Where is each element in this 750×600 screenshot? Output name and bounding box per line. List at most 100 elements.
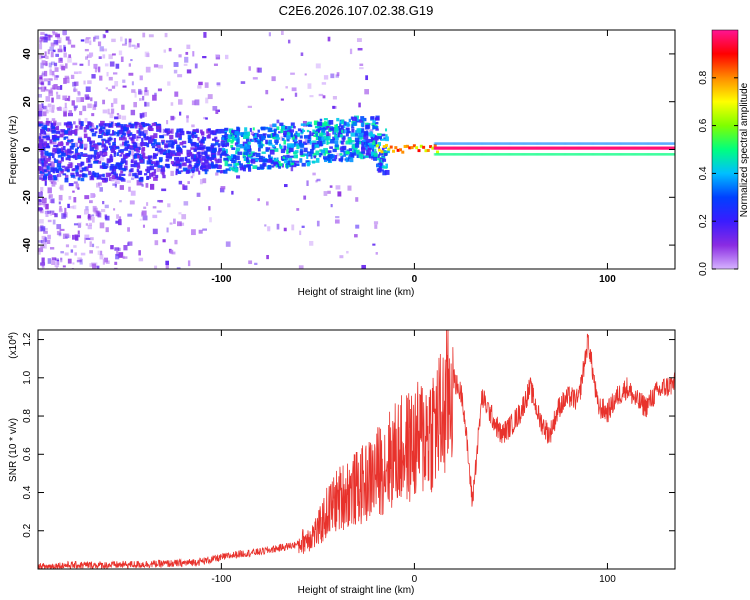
spectrogram-cell — [246, 148, 252, 153]
spectrogram-cell — [67, 154, 71, 159]
spectrogram-cell — [158, 64, 163, 69]
spectrogram-cell — [313, 155, 317, 159]
spectrogram-cell — [84, 38, 90, 44]
spectrogram-cell — [268, 139, 272, 144]
spectrogram-cell — [593, 142, 596, 145]
spectrogram-cell — [51, 129, 57, 134]
spectrogram-cell — [99, 155, 105, 161]
spectrogram-cell — [74, 152, 80, 157]
spectrogram-cell — [142, 122, 145, 128]
spectrogram-cell — [600, 142, 603, 145]
spectrogram-cell — [73, 181, 78, 184]
spectrogram-y-tick-label: 0 — [22, 146, 33, 152]
spectrogram-cell — [203, 169, 209, 172]
spectrogram-cell — [209, 158, 212, 162]
spectrogram-cell — [38, 143, 43, 148]
spectrogram-cell — [39, 76, 43, 80]
spectrogram-cell — [351, 152, 357, 156]
spectrogram-cell — [112, 53, 116, 56]
spectrogram-cell — [375, 140, 378, 145]
spectrogram-cell — [306, 129, 310, 133]
spectrogram-cell — [304, 138, 310, 145]
spectrogram-cell — [252, 134, 255, 137]
spectrogram-cell — [40, 226, 46, 232]
spectrogram-cell — [105, 260, 110, 264]
spectrogram-cell — [45, 203, 49, 210]
spectrogram-cell — [84, 234, 90, 240]
spectrogram-cell — [39, 53, 43, 60]
spectrogram-cell — [235, 147, 241, 151]
spectrogram-cell — [305, 142, 308, 145]
spectrogram-cell — [580, 142, 583, 145]
spectrogram-cell — [127, 213, 133, 217]
spectrogram-cell — [48, 174, 53, 178]
spectrogram-cell — [94, 35, 100, 40]
spectrogram-cell — [77, 154, 82, 160]
spectrogram-cell — [42, 169, 45, 173]
spectrogram-cell — [147, 155, 153, 159]
spectrogram-cell — [65, 141, 69, 146]
spectrogram-cell — [610, 142, 613, 145]
spectrogram-cell — [250, 155, 253, 159]
spectrogram-cell — [111, 145, 117, 150]
spectrogram-cell — [193, 158, 199, 162]
snr-y-tick-label: 1.0 — [22, 370, 33, 384]
colorbar-tick-label: 0.0 — [698, 262, 709, 276]
spectrogram-cell — [343, 121, 347, 126]
spectrogram-cell — [589, 142, 592, 145]
spectrogram-cell — [375, 144, 379, 148]
spectrogram-cell — [563, 142, 566, 145]
spectrogram-cell — [455, 142, 458, 145]
spectrogram-cell — [139, 98, 142, 101]
spectrogram-cell — [170, 102, 174, 106]
spectrogram-cell — [498, 142, 501, 145]
spectrogram-cell — [60, 85, 63, 90]
spectrogram-cell — [142, 111, 147, 117]
spectrogram-cell — [60, 129, 66, 133]
colorbar-tick-label: 0.8 — [698, 70, 709, 84]
spectrogram-cell — [97, 41, 102, 47]
spectrogram-cell — [97, 160, 102, 164]
spectrogram-cell — [378, 152, 384, 156]
spectrogram-cell — [227, 163, 233, 167]
spectrogram-cell — [40, 239, 44, 244]
spectrogram-cell — [120, 170, 124, 174]
spectrogram-cell — [72, 205, 77, 210]
spectrogram-cell — [156, 210, 162, 213]
spectrogram-cell — [40, 155, 44, 158]
spectrogram-cell — [164, 32, 168, 38]
spectrogram-cell — [295, 131, 298, 135]
spectrogram-cell — [38, 87, 43, 90]
spectrogram-cell — [113, 137, 116, 143]
spectrogram-cell — [223, 157, 229, 161]
spectrogram-cell — [456, 142, 459, 145]
spectrogram-cell — [375, 117, 380, 121]
spectrogram-cell — [288, 164, 292, 167]
spectrogram-cell — [83, 147, 87, 151]
spectrogram-cell — [98, 56, 102, 59]
spectrogram-cell — [84, 209, 89, 215]
spectrogram-cell — [377, 162, 383, 166]
spectrogram-cell — [475, 142, 478, 145]
spectrogram-cell — [346, 250, 349, 254]
spectrogram-cell — [442, 142, 445, 145]
spectrogram-cell — [73, 197, 77, 203]
spectrogram-cell — [378, 135, 382, 139]
spectrogram-cell — [221, 135, 225, 138]
spectrogram-cell — [328, 120, 334, 125]
spectrogram-cell — [337, 191, 342, 197]
spectrogram-cell — [182, 167, 188, 172]
spectrogram-cell — [61, 165, 66, 168]
spectrogram-cell — [196, 128, 199, 133]
spectrogram-cell — [540, 142, 543, 145]
spectrogram-cell — [505, 142, 508, 145]
spectrogram-cell — [52, 153, 55, 159]
spectrogram-cell — [315, 157, 320, 163]
spectrogram-cell — [102, 154, 106, 157]
spectrogram-cell — [56, 125, 60, 131]
spectrogram-cell — [69, 206, 75, 209]
spectrogram-cell — [266, 134, 271, 138]
spectrogram-cell — [51, 85, 55, 90]
spectrogram-cell — [603, 142, 606, 145]
